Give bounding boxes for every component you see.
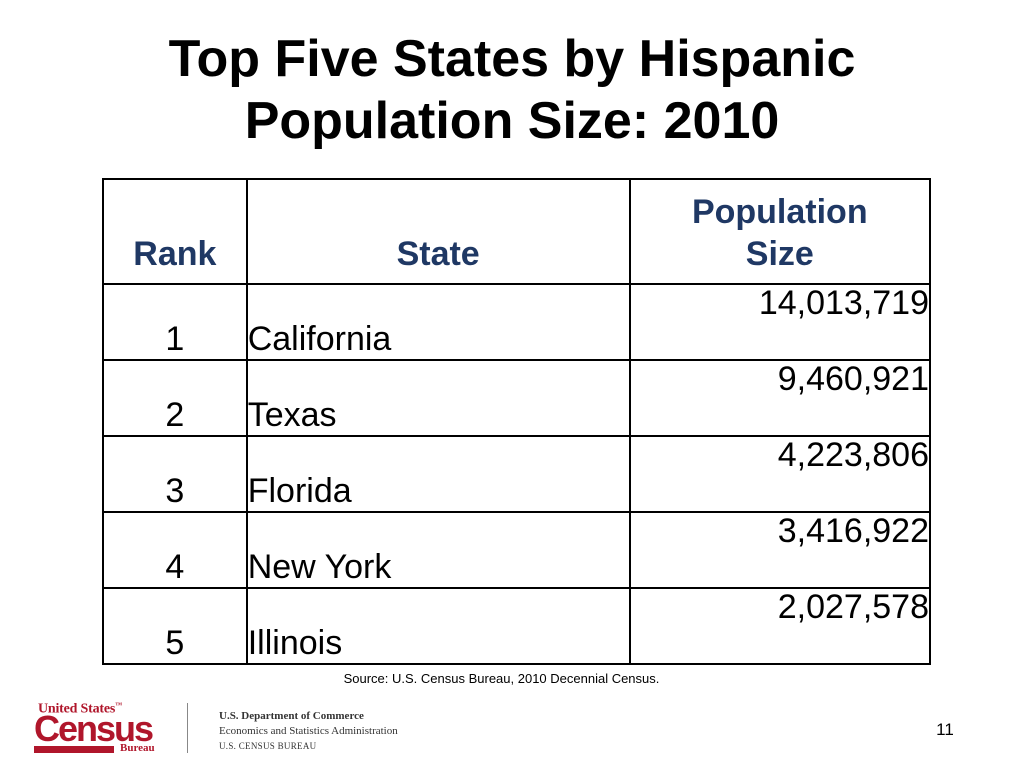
bureau-name: U.S. CENSUS BUREAU [219,741,317,751]
rank-cell: 1 [102,283,248,361]
logo-united-states-text: United States [38,701,116,717]
logo-red-bar [34,746,114,753]
slide-title-line-2: Population Size: 2010 [244,92,780,150]
department-name: U.S. Department of Commerce [219,710,364,722]
administration-name: Economics and Statistics Administration [219,725,398,737]
logo-trademark: ™ [115,701,122,709]
header-population-line-1: Population [691,193,868,231]
state-cell: Illinois [245,587,631,665]
header-population-size: Population Size [628,178,932,285]
page-number: 11 [936,720,954,739]
table-row: 5 Illinois 2,027,578 [102,587,932,665]
population-cell: 3,416,922 [628,511,932,589]
rank-cell: 4 [102,511,248,589]
rank-cell: 3 [102,435,248,513]
state-cell: Texas [245,359,631,437]
department-block: U.S. Department of Commerce Economics an… [219,709,398,754]
header-state: State [245,178,631,285]
header-rank: Rank [102,178,248,285]
census-bureau-logo: United States™ Census Bureau [34,701,164,755]
table-row: 4 New York 3,416,922 [102,511,932,589]
rank-cell: 5 [102,587,248,665]
logo-united-states: United States™ [38,701,122,718]
slide-title-line-1: Top Five States by Hispanic [168,30,856,88]
population-cell: 9,460,921 [628,359,932,437]
table-row: 2 Texas 9,460,921 [102,359,932,437]
slide-title: Top Five States by Hispanic Population S… [0,28,1024,152]
source-note: Source: U.S. Census Bureau, 2010 Decenni… [343,671,660,686]
footer-divider [187,703,188,753]
population-cell: 2,027,578 [628,587,932,665]
state-cell: New York [245,511,631,589]
table-row: 1 California 14,013,719 [102,283,932,361]
population-cell: 14,013,719 [628,283,932,361]
state-cell: California [245,283,631,361]
population-cell: 4,223,806 [628,435,932,513]
header-population-line-2: Size [745,235,814,273]
logo-bureau: Bureau [120,742,155,754]
state-cell: Florida [245,435,631,513]
table-header-row: Rank State Population Size [102,178,932,285]
rank-cell: 2 [102,359,248,437]
population-table: Rank State Population Size 1 California … [102,178,932,665]
table-row: 3 Florida 4,223,806 [102,435,932,513]
logo-census: Census [34,708,154,749]
